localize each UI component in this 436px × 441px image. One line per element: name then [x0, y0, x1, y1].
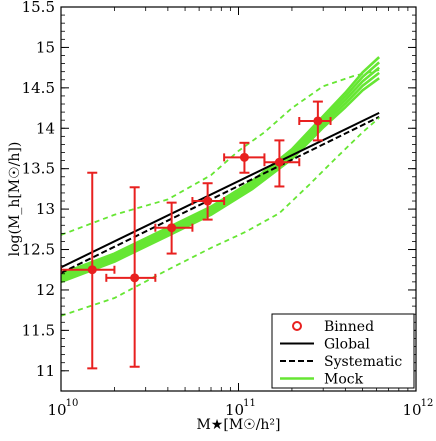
y-tick-label: 13 — [36, 200, 55, 218]
plot-area — [61, 56, 381, 370]
binned-point-3 — [191, 182, 226, 221]
legend-label-systematic: Systematic — [324, 354, 402, 370]
y-tick-label: 15 — [36, 38, 55, 56]
legend-label-mock: Mock — [324, 372, 364, 388]
binned-marker — [239, 152, 249, 162]
y-tick-label: 15.5 — [22, 0, 55, 16]
mock-line-3 — [61, 61, 381, 278]
y-tick-label: 13.5 — [22, 160, 55, 178]
binned-marker — [203, 196, 213, 206]
legend-label-global: Global — [324, 337, 370, 353]
mock-upper-line — [61, 69, 380, 236]
y-tick-label: 14 — [36, 119, 55, 137]
global-line — [61, 112, 380, 269]
binned-point-1 — [105, 186, 157, 368]
binned-point-2 — [154, 201, 194, 255]
binned-marker — [167, 223, 177, 233]
binned-marker — [274, 157, 284, 167]
mock-line-1 — [61, 71, 380, 282]
systematic-line — [61, 116, 380, 274]
mock-line-0 — [61, 77, 380, 284]
binned-point-4 — [223, 141, 266, 174]
x-tick-exponent: 11 — [243, 398, 256, 409]
binned-point-0 — [61, 171, 116, 370]
y-axis-title: log(M_h[M☉/h]) — [7, 142, 23, 257]
y-tick-label: 14.5 — [22, 79, 55, 97]
mock-line-4 — [61, 56, 381, 275]
x-tick-exponent: 12 — [421, 398, 434, 409]
x-tick-label: 10 — [47, 401, 66, 419]
x-tick-exponent: 10 — [66, 398, 79, 409]
binned-marker — [87, 265, 97, 275]
x-axis-title: M★[M☉/h²] — [196, 417, 280, 433]
y-tick-label: 12.5 — [22, 241, 55, 259]
mock-lower-line — [61, 117, 380, 317]
binned-point-5 — [263, 139, 301, 188]
plot-layer — [61, 56, 381, 370]
legend-binned-marker — [292, 321, 302, 331]
y-tick-label: 11 — [36, 362, 55, 380]
binned-marker — [130, 273, 140, 283]
y-tick-label: 12 — [36, 281, 55, 299]
mock-line-2 — [61, 66, 380, 280]
binned-marker — [313, 116, 323, 126]
binned-point-6 — [298, 100, 332, 142]
x-tick-label: 10 — [402, 401, 421, 419]
legend-label-binned: Binned — [324, 319, 374, 335]
legend-box — [271, 313, 415, 389]
y-tick-label: 11.5 — [22, 321, 55, 339]
x-tick-label: 10 — [225, 401, 244, 419]
